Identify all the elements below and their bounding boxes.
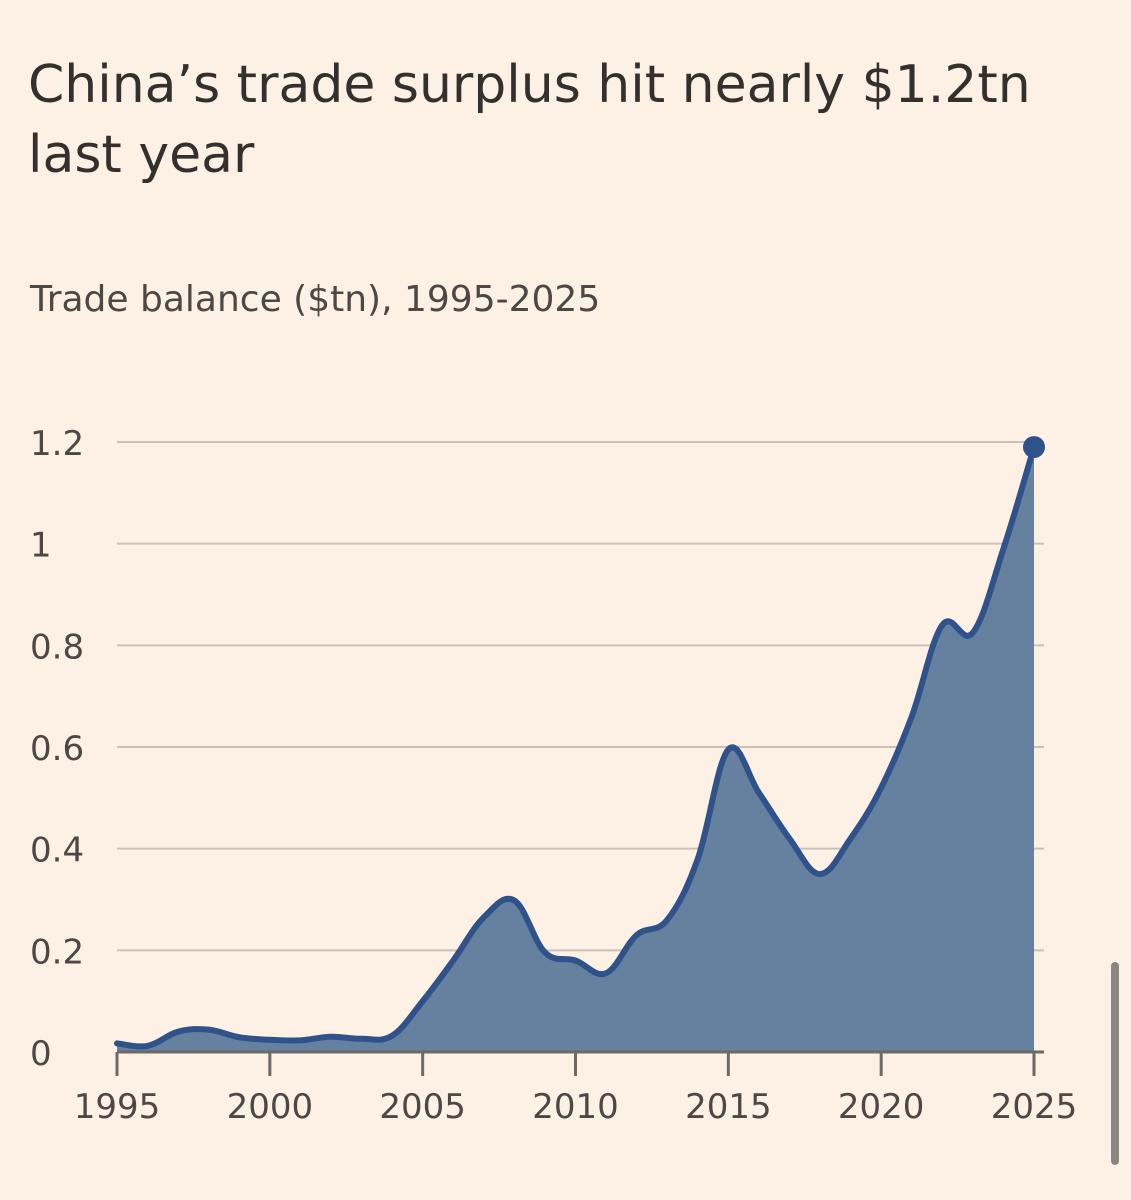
x-axis-labels: 1995 2000 2005 2010 2015 2020 2025 [74,1087,1078,1127]
x-tick-label: 2025 [991,1087,1078,1127]
y-tick-label: 1.2 [30,424,84,464]
x-tick-label: 1995 [74,1087,161,1127]
y-tick-label: 0.4 [30,831,84,871]
y-tick-label: 1 [30,526,52,566]
x-tick-label: 2015 [685,1087,772,1127]
y-tick-label: 0 [30,1034,52,1074]
end-point-marker [1023,436,1045,459]
y-tick-label: 0.8 [30,627,84,667]
x-tick-label: 2020 [838,1087,925,1127]
y-tick-label: 0.2 [30,932,84,972]
series-line [114,444,1037,1050]
x-tick-label: 2005 [379,1087,466,1127]
chart-subtitle: Trade balance ($tn), 1995-2025 [30,279,601,320]
chart-title: China’s trade surplus hit nearly $1.2tn … [28,55,1031,185]
x-axis [115,1050,1044,1076]
y-axis-labels: 0 0.2 0.4 0.6 0.8 1 1.2 [30,424,84,1074]
x-tick-label: 2000 [227,1087,314,1127]
y-tick-label: 0.6 [30,729,84,769]
x-tick-label: 2010 [532,1087,619,1127]
scrollbar-thumb[interactable] [1111,962,1119,1165]
series-area [117,447,1034,1053]
